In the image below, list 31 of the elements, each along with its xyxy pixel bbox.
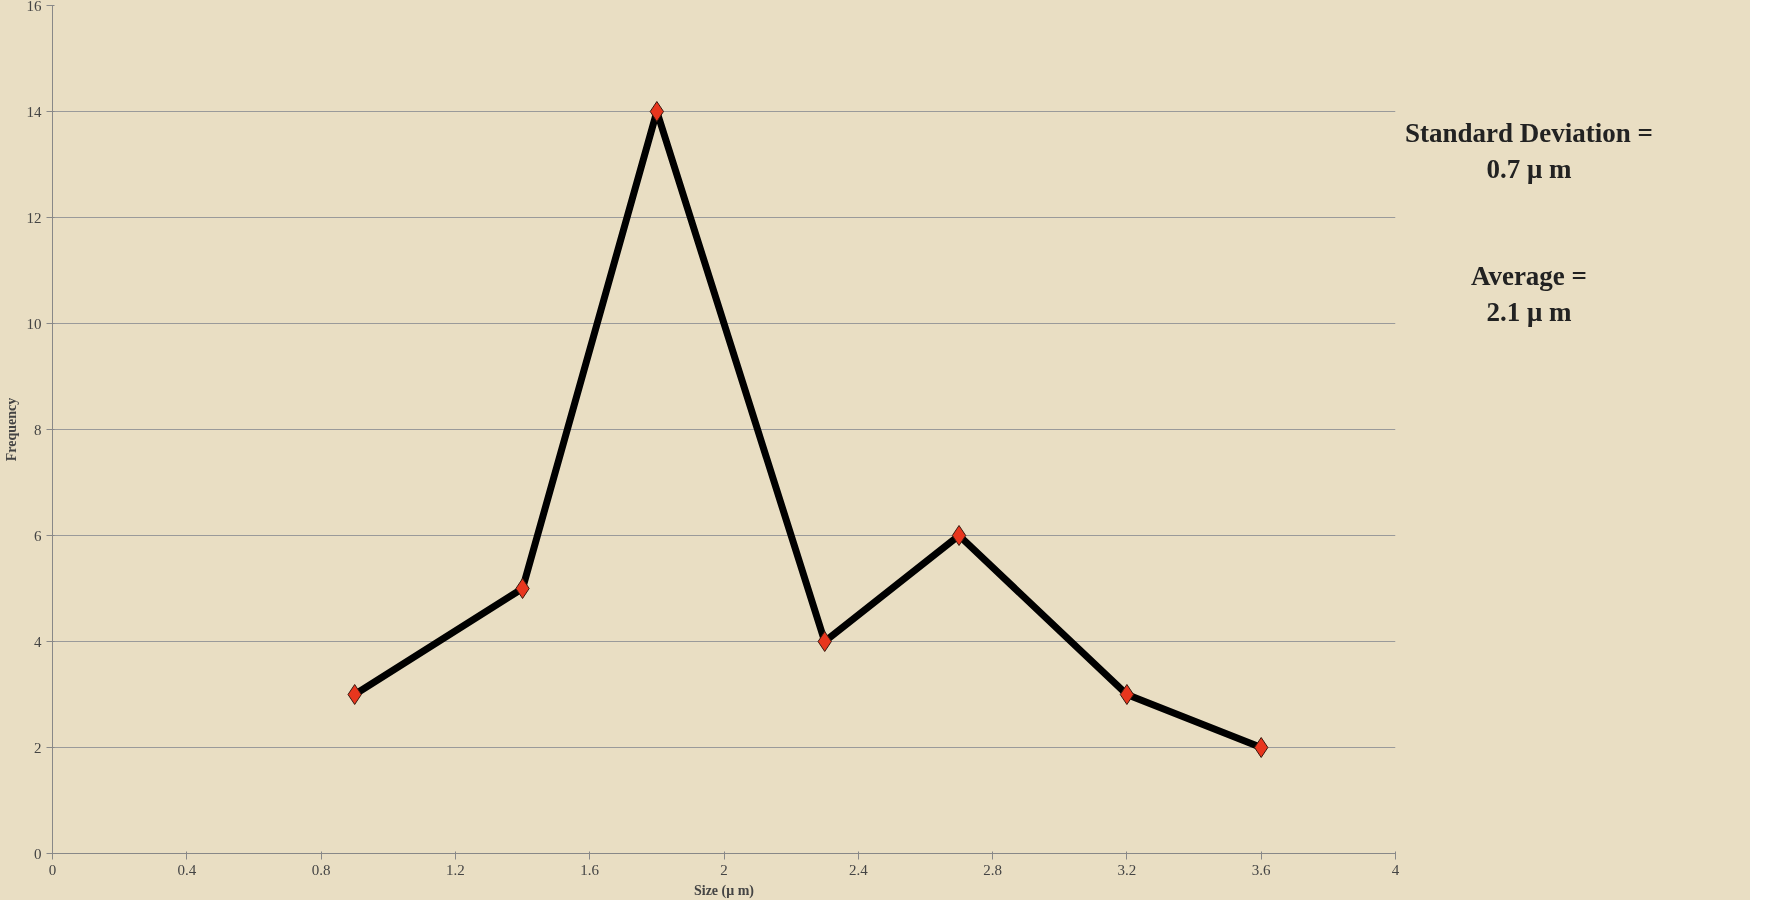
point bbox=[951, 525, 967, 546]
x-tick-label: 3.6 bbox=[1251, 861, 1272, 878]
x-tick-label: 0.8 bbox=[311, 861, 331, 878]
point bbox=[1119, 684, 1135, 705]
x-tick-label: 1.6 bbox=[580, 861, 600, 878]
y-tick-label: 8 bbox=[34, 421, 42, 438]
text: Average = 2.1 μ m bbox=[1469, 259, 1588, 330]
point bbox=[347, 684, 362, 705]
point bbox=[1254, 737, 1269, 758]
x-tick-label: 0.4 bbox=[177, 861, 197, 878]
y-tick-label: 10 bbox=[26, 315, 42, 332]
y-tick-label: 0 bbox=[34, 845, 42, 862]
x-axis-title: Size (μ m) bbox=[693, 882, 755, 899]
x-tick-label: 1.2 bbox=[446, 861, 465, 878]
x-tick-label: 2.8 bbox=[983, 861, 1002, 878]
point bbox=[649, 101, 665, 122]
x-tick-label: 4 bbox=[1391, 861, 1400, 878]
y-tick-label: 4 bbox=[34, 633, 42, 650]
y-tick-label: 14 bbox=[26, 103, 42, 120]
point bbox=[817, 631, 832, 652]
y-tick-label: 6 bbox=[34, 527, 42, 544]
x-tick-label: 2 bbox=[720, 861, 728, 878]
x-tick-label: 3.2 bbox=[1117, 861, 1137, 878]
x-tick-label: 0 bbox=[48, 861, 57, 878]
y-tick-label: 2 bbox=[34, 739, 42, 756]
x-tick-label: 2.4 bbox=[848, 861, 869, 878]
text: Standard Deviation = 0.7 μ m bbox=[1405, 117, 1653, 187]
y-tick-label: 16 bbox=[26, 0, 42, 14]
y-axis-title: Frequency bbox=[3, 397, 19, 462]
y-tick-label: 12 bbox=[26, 209, 42, 226]
point bbox=[515, 578, 530, 599]
